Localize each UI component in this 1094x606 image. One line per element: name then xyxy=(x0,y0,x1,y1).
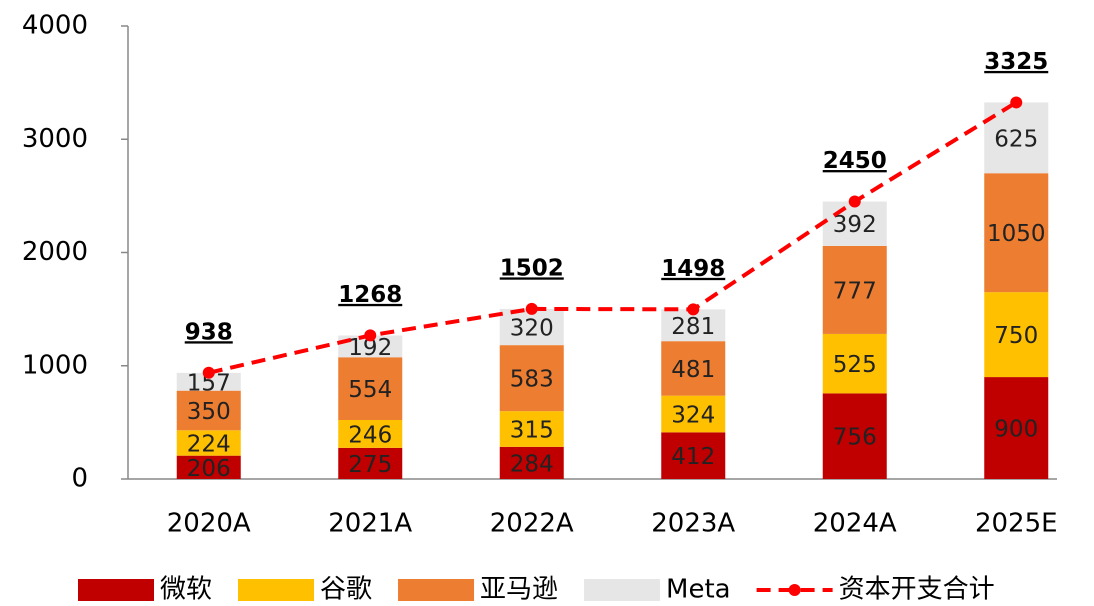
line-marker xyxy=(525,302,538,315)
data-label: 275 xyxy=(348,452,392,478)
data-label: 324 xyxy=(671,402,715,428)
bar-segment xyxy=(822,245,887,334)
total-label: 1268 xyxy=(338,282,402,308)
line-marker xyxy=(1010,96,1023,109)
y-tick-label: 0 xyxy=(71,464,88,494)
legend-label: 资本开支合计 xyxy=(839,575,995,605)
line-marker xyxy=(202,366,215,379)
data-label: 750 xyxy=(994,323,1038,349)
y-tick-label: 4000 xyxy=(22,11,88,41)
line-marker xyxy=(687,303,700,316)
legend-label: 微软 xyxy=(160,575,212,605)
bar-segment xyxy=(822,201,887,246)
bar-segment xyxy=(661,432,726,479)
line-marker xyxy=(848,195,861,208)
bar-segment xyxy=(338,335,403,358)
bar-segment xyxy=(984,377,1049,479)
bar-segment xyxy=(984,292,1049,378)
data-label: 1050 xyxy=(987,221,1046,247)
bar-segment xyxy=(499,411,564,447)
data-label: 900 xyxy=(994,417,1038,443)
legend-label: 亚马逊 xyxy=(480,575,558,605)
x-tick-label: 2020A xyxy=(167,509,251,539)
legend-swatch xyxy=(238,579,315,601)
total-label: 3325 xyxy=(984,49,1048,75)
total-label: 1502 xyxy=(500,255,564,281)
bar-segment xyxy=(822,393,887,479)
data-label: 583 xyxy=(510,367,554,393)
legend-label: Meta xyxy=(666,575,731,605)
data-label: 392 xyxy=(833,212,877,238)
data-label: 224 xyxy=(187,431,231,457)
data-label: 777 xyxy=(833,278,877,304)
bar-segment xyxy=(499,345,564,412)
bar-segment xyxy=(661,395,726,433)
x-tick-label: 2024A xyxy=(813,509,897,539)
bar-segment xyxy=(984,102,1049,174)
y-tick-label: 3000 xyxy=(22,124,88,154)
data-label: 320 xyxy=(510,316,554,342)
total-label: 2450 xyxy=(823,148,887,174)
x-tick-label: 2022A xyxy=(490,509,574,539)
data-label: 350 xyxy=(187,399,231,425)
data-label: 281 xyxy=(671,314,715,340)
line xyxy=(208,100,1018,375)
legend-swatch xyxy=(584,579,661,601)
bar-segment xyxy=(176,430,241,456)
bar-segment xyxy=(338,447,403,479)
data-label: 412 xyxy=(671,444,715,470)
data-label: 246 xyxy=(348,422,392,448)
x-tick-label: 2025E xyxy=(975,509,1058,539)
data-label: 756 xyxy=(833,425,877,451)
data-label: 284 xyxy=(510,451,554,477)
y-tick-label: 2000 xyxy=(22,237,88,267)
legend-label: 谷歌 xyxy=(320,575,372,605)
total-label: 938 xyxy=(185,319,233,345)
bar-segment xyxy=(176,390,241,431)
line-marker xyxy=(364,329,377,342)
data-label: 315 xyxy=(510,418,554,444)
x-tick-label: 2023A xyxy=(651,509,735,539)
bar-segment xyxy=(984,173,1049,293)
data-label: 206 xyxy=(187,456,231,482)
bar-segment xyxy=(338,357,403,420)
total-label: 1498 xyxy=(661,256,725,282)
bar-segment xyxy=(176,455,241,479)
bar-segment xyxy=(499,308,564,346)
data-label: 481 xyxy=(671,357,715,383)
bar-segment xyxy=(661,341,726,396)
data-label: 554 xyxy=(348,377,392,403)
bar-segment xyxy=(822,333,887,394)
legend-swatch xyxy=(78,579,154,601)
legend-swatch xyxy=(398,579,475,601)
y-tick-label: 1000 xyxy=(22,350,88,380)
data-label: 525 xyxy=(833,352,877,378)
bar-segment xyxy=(499,446,564,479)
bar-segment xyxy=(338,419,403,448)
legend-marker xyxy=(788,584,801,596)
x-tick-label: 2021A xyxy=(328,509,412,539)
bar-segment xyxy=(176,372,241,391)
data-label: 625 xyxy=(994,126,1038,152)
